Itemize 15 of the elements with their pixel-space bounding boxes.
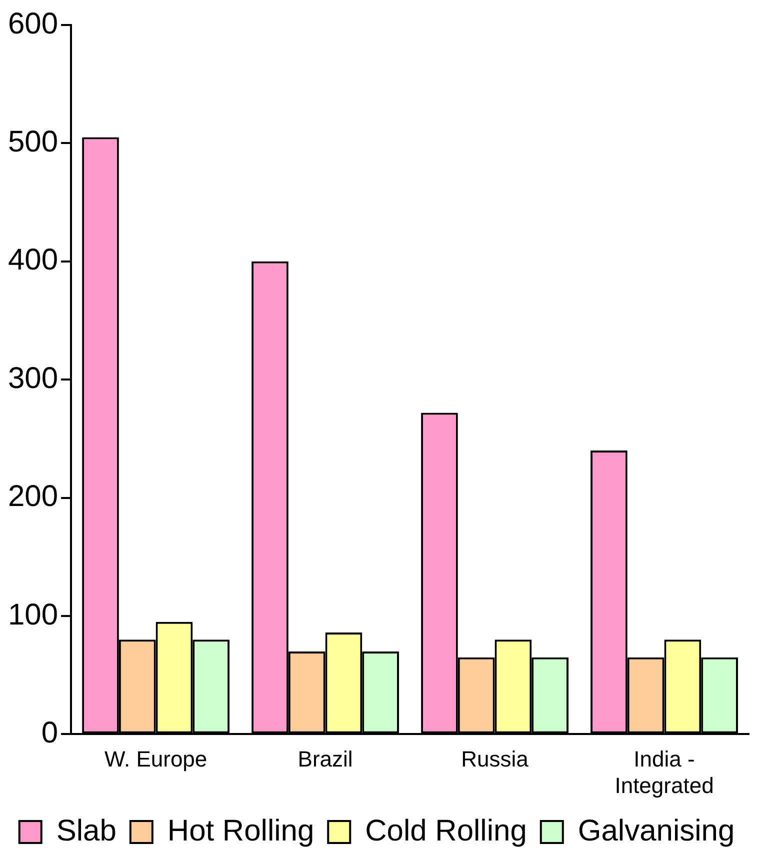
y-tick-label: 400 (8, 244, 58, 277)
y-tick-label: 600 (8, 7, 58, 40)
x-tick-label: India - Integrated (614, 746, 714, 798)
y-tick-label: 500 (8, 125, 58, 158)
legend-label: Slab (56, 814, 116, 848)
y-tick-label: 0 (41, 716, 58, 750)
legend-label: Galvanising (578, 814, 735, 848)
x-tick-label: Russia (461, 746, 530, 772)
y-tick-label: 300 (8, 362, 58, 395)
x-tick-label: W. Europe (104, 746, 208, 772)
y-tick-label: 100 (8, 598, 58, 632)
legend-label: Cold Rolling (365, 814, 527, 848)
x-tick-label: Brazil (298, 746, 353, 772)
y-tick-label: 200 (8, 480, 58, 514)
legend-label: Hot Rolling (167, 814, 314, 848)
